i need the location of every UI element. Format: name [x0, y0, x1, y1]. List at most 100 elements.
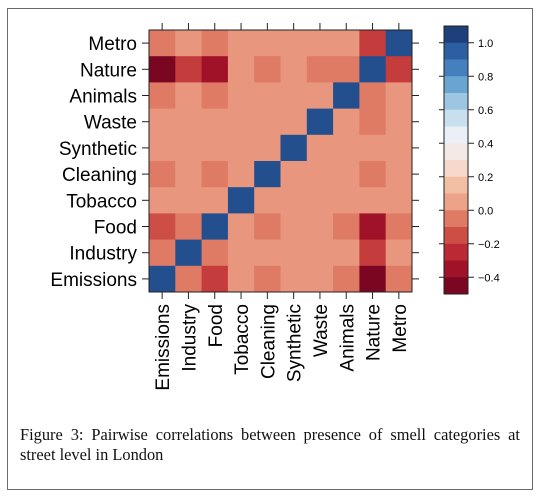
heatmap-cell [149, 161, 176, 188]
heatmap-cell [175, 187, 203, 214]
column-label: Food [206, 304, 227, 347]
heatmap-cell [254, 134, 281, 162]
heatmap-cell [201, 56, 229, 83]
plot-border [148, 29, 413, 293]
heatmap-cell [306, 213, 334, 241]
column-label: Metro [390, 304, 411, 353]
heatmap-cell [333, 134, 360, 162]
heatmap-cell [254, 56, 281, 83]
heatmap-cell [175, 265, 203, 293]
heatmap-cell [306, 56, 334, 83]
row-label: Nature [80, 60, 137, 81]
heatmap-cell [201, 187, 229, 214]
colorbar: 1.0 0.8 0.6 0.4 0.2 0.0 −0.2 −0.4 [439, 25, 500, 295]
column-label: Animals [337, 304, 358, 372]
heatmap-cell [149, 30, 176, 57]
correlation-heatmap: MetroNatureAnimalsWasteSyntheticCleaning… [50, 23, 500, 391]
heatmap-cell [149, 239, 176, 267]
column-label: Nature [364, 304, 385, 361]
figure-caption: Figure 3: Pairwise correlations between … [20, 425, 520, 464]
column-labels: Emissions Industry Food Tobacco Cleaning Synt… [153, 304, 411, 391]
heatmap-cell [175, 134, 203, 162]
heatmap-cell [280, 30, 308, 57]
colorbar-band [444, 26, 468, 44]
heatmap-cell [385, 134, 413, 162]
colorbar-band [444, 76, 468, 94]
heatmap-cell [306, 108, 334, 136]
column-label: Synthetic [285, 304, 306, 382]
row-label: Cleaning [62, 165, 137, 186]
heatmap-cell [306, 30, 334, 57]
heatmap-cell [306, 187, 334, 214]
heatmap-cell [359, 213, 387, 241]
heatmap-cell [280, 134, 308, 162]
heatmap-cell [254, 187, 281, 214]
heatmap-cells [149, 30, 413, 293]
colorbar-band [444, 93, 468, 111]
heatmap-cell [149, 134, 176, 162]
colorbar-band [444, 109, 468, 127]
heatmap-cell [254, 108, 281, 136]
heatmap-cell [385, 56, 413, 83]
heatmap-cell [227, 30, 255, 57]
heatmap-cell [149, 213, 176, 241]
heatmap-cell [359, 56, 387, 83]
heatmap-cell [306, 239, 334, 267]
heatmap-cell [201, 161, 229, 188]
heatmap-cell [175, 82, 203, 110]
colorbar-tick-label: 0.8 [478, 71, 493, 83]
row-label: Emissions [50, 270, 137, 291]
heatmap-cell [201, 265, 229, 293]
heatmap-cell [254, 239, 281, 267]
column-label: Waste [311, 304, 332, 357]
heatmap-cell [201, 108, 229, 136]
heatmap-cell [201, 82, 229, 110]
heatmap-cell [254, 213, 281, 241]
heatmap-cell [149, 56, 176, 83]
heatmap-cell [359, 161, 387, 188]
colorbar-band [444, 260, 468, 278]
heatmap-cell [227, 213, 255, 241]
colorbar-band [444, 143, 468, 161]
heatmap-cell [333, 187, 360, 214]
heatmap-cell [227, 161, 255, 188]
heatmap-cell [333, 161, 360, 188]
row-labels: Metro Nature Animals Waste Synthetic Cleaning… [50, 34, 137, 291]
colorbar-band [444, 126, 468, 144]
heatmap-cell [359, 82, 387, 110]
row-label: Food [94, 218, 137, 239]
heatmap-cell [149, 265, 176, 293]
heatmap-cell [333, 82, 360, 110]
colorbar-band [444, 59, 468, 77]
heatmap-cell [280, 56, 308, 83]
heatmap-cell [175, 30, 203, 57]
heatmap-cell [385, 187, 413, 214]
heatmap-cell [359, 187, 387, 214]
axis-ticks [142, 23, 419, 299]
row-label: Synthetic [59, 139, 137, 160]
colorbar-tick-label: 0.0 [478, 205, 493, 217]
column-label: Tobacco [232, 304, 253, 375]
row-label: Industry [69, 244, 137, 265]
column-label: Emissions [153, 304, 174, 391]
heatmap-cell [385, 213, 413, 241]
colorbar-band [444, 160, 468, 178]
heatmap-cell [175, 108, 203, 136]
heatmap-cell [227, 239, 255, 267]
heatmap-cell [359, 108, 387, 136]
heatmap-cell [385, 30, 413, 57]
heatmap-cell [333, 108, 360, 136]
heatmap-cell [280, 82, 308, 110]
heatmap-cell [254, 82, 281, 110]
heatmap-cell [227, 56, 255, 83]
colorbar-tick-label: 1.0 [478, 38, 493, 50]
heatmap-cell [175, 239, 203, 267]
heatmap-cell [359, 134, 387, 162]
heatmap-cell [227, 134, 255, 162]
heatmap-cell [333, 239, 360, 267]
heatmap-cell [227, 108, 255, 136]
heatmap-cell [149, 187, 176, 214]
column-label: Cleaning [258, 304, 279, 379]
heatmap-cell [385, 108, 413, 136]
heatmap-cell [333, 265, 360, 293]
